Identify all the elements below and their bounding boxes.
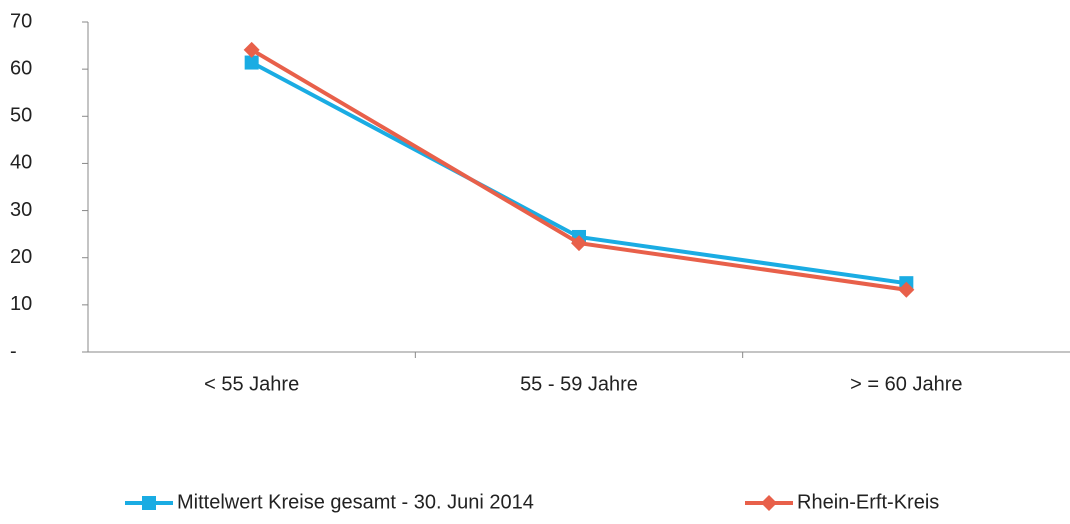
legend-label: Mittelwert Kreise gesamt - 30. Juni 2014 <box>177 491 534 513</box>
marker <box>244 55 259 70</box>
y-tick-label: 20 <box>10 246 32 268</box>
y-tick-label: 30 <box>10 199 32 221</box>
marker <box>898 281 915 298</box>
y-tick-label: 10 <box>10 293 32 315</box>
x-tick-label: 55 - 59 Jahre <box>520 373 638 395</box>
marker <box>243 41 260 58</box>
x-tick-label: < 55 Jahre <box>204 373 299 395</box>
y-tick-label: 70 <box>10 10 32 32</box>
y-tick-label: 40 <box>10 152 32 174</box>
marker <box>571 235 587 252</box>
marker <box>761 495 777 511</box>
series-line <box>250 48 907 292</box>
y-tick-label: - <box>10 340 17 362</box>
y-tick-label: 50 <box>10 105 32 127</box>
x-tick-label: > = 60 Jahre <box>850 373 962 395</box>
legend-label: Rhein-Erft-Kreis <box>797 491 939 513</box>
y-tick-label: 60 <box>10 57 32 79</box>
marker <box>142 496 156 510</box>
